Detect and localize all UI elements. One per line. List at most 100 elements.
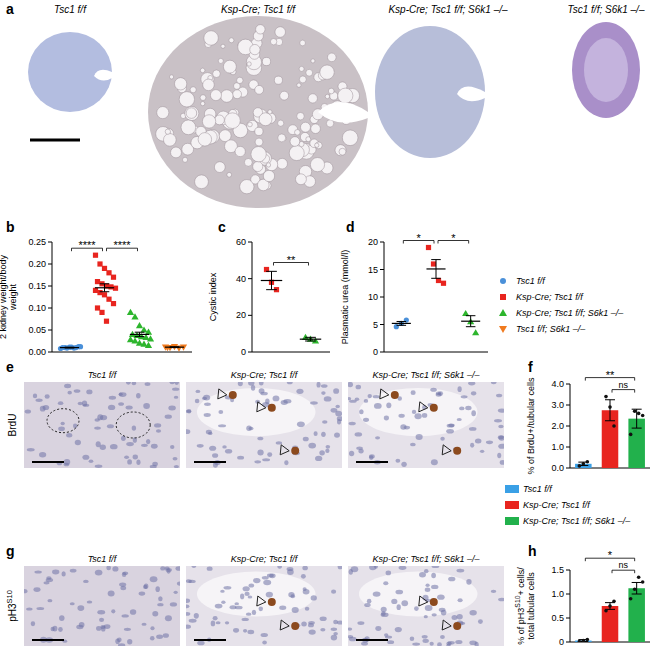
nucleus — [195, 399, 200, 404]
nucleus — [208, 432, 212, 435]
nucleus — [468, 382, 475, 385]
cyst — [311, 124, 321, 134]
cyst — [237, 77, 243, 83]
nucleus — [64, 463, 70, 467]
nucleus — [349, 422, 356, 426]
nucleus — [363, 418, 369, 422]
background — [186, 382, 342, 468]
nucleus — [331, 628, 337, 631]
error-bar — [605, 603, 615, 610]
nucleus — [357, 621, 364, 625]
genotype-label: Tsc1 f/f — [54, 4, 87, 15]
nucleus — [320, 616, 327, 621]
nucleus — [436, 391, 442, 395]
cyst — [190, 87, 196, 93]
nucleus — [331, 590, 336, 594]
scale-bar — [30, 139, 80, 142]
nucleus — [356, 385, 361, 390]
nucleus — [364, 399, 368, 403]
nucleus — [486, 441, 493, 445]
nucleus — [158, 596, 162, 601]
nucleus — [192, 566, 197, 568]
nucleus — [320, 628, 325, 631]
nucleus — [25, 410, 31, 414]
arrowhead — [218, 389, 227, 399]
nucleus — [447, 424, 455, 428]
cyst — [214, 162, 225, 173]
nucleus — [83, 580, 89, 583]
axis-title: % of BrdU+/tubular cells — [526, 377, 536, 474]
cyst — [174, 78, 186, 90]
cyst — [255, 138, 263, 146]
nucleus — [39, 452, 46, 457]
nucleus — [469, 640, 476, 645]
nucleus — [321, 384, 328, 388]
mean-line — [60, 347, 79, 348]
error-bar — [100, 284, 110, 292]
axis-title: Cystic index — [208, 272, 218, 321]
nucleus — [414, 413, 421, 419]
nucleus — [301, 574, 306, 579]
kidney-medulla — [584, 38, 628, 102]
cyst — [274, 76, 282, 84]
error-bar — [397, 321, 407, 325]
nucleus — [458, 598, 463, 602]
bracket — [612, 390, 635, 393]
cyst — [327, 53, 336, 62]
nucleus — [206, 430, 212, 435]
nucleus — [261, 633, 268, 637]
nucleus — [411, 390, 416, 395]
nucleus — [480, 450, 484, 453]
nucleus — [335, 405, 339, 408]
text-part: % of pH3 — [516, 608, 526, 645]
nucleus — [155, 586, 159, 592]
nucleus — [457, 418, 462, 421]
point — [97, 290, 102, 295]
x-axis — [384, 352, 488, 353]
point — [582, 639, 586, 642]
error-bar — [632, 582, 642, 594]
nucleus — [452, 615, 458, 620]
nucleus — [112, 566, 118, 571]
nucleus — [416, 434, 423, 440]
tick-label: 0.20 — [28, 259, 46, 269]
nucleus — [375, 436, 380, 439]
cyst — [253, 161, 263, 171]
nucleus — [186, 604, 189, 608]
nucleus — [174, 465, 179, 468]
cyst — [185, 106, 199, 120]
cyst — [157, 107, 169, 119]
nucleus — [334, 433, 340, 438]
cyst — [204, 31, 218, 45]
nucleus — [491, 382, 497, 384]
nucleus — [383, 581, 388, 585]
significance: * — [451, 232, 456, 244]
nucleus — [430, 388, 437, 392]
cyst — [325, 94, 329, 98]
row-label: pH3S10 — [5, 590, 18, 622]
nucleus — [108, 590, 115, 596]
nucleus — [156, 429, 161, 432]
nucleus — [247, 630, 254, 634]
nucleus — [368, 394, 372, 398]
panel-label: c — [218, 219, 226, 235]
cyst — [259, 113, 272, 126]
cyst — [306, 137, 311, 142]
tick-label: 0.00 — [28, 347, 46, 357]
nucleus — [319, 450, 325, 455]
nucleus — [276, 441, 282, 444]
nucleus — [475, 439, 482, 444]
nucleus — [150, 626, 154, 630]
tick — [566, 468, 570, 469]
kidney-images — [28, 16, 640, 208]
nucleus — [470, 443, 474, 448]
nucleus — [127, 459, 132, 464]
cyst — [278, 134, 286, 142]
nucleus — [109, 396, 116, 400]
nucleus — [364, 603, 370, 607]
tick-label: 20 — [368, 237, 378, 247]
nucleus — [203, 395, 210, 401]
cyst — [247, 62, 251, 66]
tick-label: 0 — [241, 347, 246, 357]
arrowhead — [280, 445, 289, 455]
